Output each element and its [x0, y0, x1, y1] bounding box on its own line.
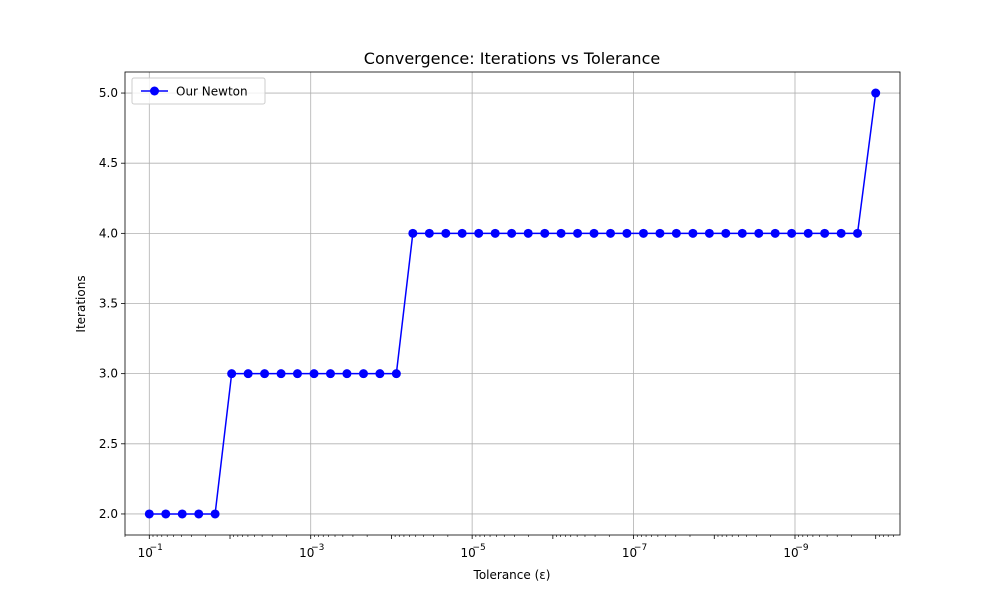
- data-point: [358, 369, 368, 379]
- data-point: [194, 509, 204, 519]
- labels: Convergence: Iterations vs Tolerance Tol…: [74, 49, 660, 582]
- x-tick-label: 10: [461, 546, 476, 560]
- data-point: [424, 228, 434, 238]
- data-point: [688, 228, 698, 238]
- data-point: [820, 228, 830, 238]
- data-point: [622, 228, 632, 238]
- x-tick-label: 10: [138, 546, 153, 560]
- data-point: [375, 369, 385, 379]
- y-tick-label: 2.5: [99, 437, 118, 451]
- legend: Our Newton: [131, 77, 266, 105]
- data-point: [638, 228, 648, 238]
- data-point: [144, 509, 154, 519]
- axes: 2.02.53.03.54.04.55.010−1 10−3 10−5 10−7 10−…: [99, 71, 901, 560]
- y-tick-label: 2.0: [99, 507, 118, 521]
- data-point: [871, 88, 881, 98]
- legend-marker: [150, 86, 159, 96]
- data-point: [457, 228, 467, 238]
- y-tick-label: 5.0: [99, 86, 118, 100]
- data-point: [803, 228, 813, 238]
- data-point: [770, 228, 780, 238]
- data-point: [408, 228, 418, 238]
- x-tick-exponent: −3: [311, 543, 324, 553]
- series-layer: [144, 88, 881, 519]
- data-point: [325, 369, 335, 379]
- data-point: [227, 369, 237, 379]
- legend-entry-label: Our Newton: [176, 85, 248, 99]
- data-point: [556, 228, 566, 238]
- data-point: [655, 228, 665, 238]
- data-point: [276, 369, 286, 379]
- data-point: [161, 509, 171, 519]
- data-point: [391, 369, 401, 379]
- data-point: [573, 228, 583, 238]
- data-point: [490, 228, 500, 238]
- y-tick-label: 3.0: [99, 367, 118, 381]
- x-tick-exponent: −9: [795, 543, 809, 553]
- data-point: [606, 228, 616, 238]
- data-point: [787, 228, 797, 238]
- y-tick-label: 3.5: [99, 297, 118, 311]
- x-axis-label: Tolerance (ε): [473, 568, 551, 582]
- data-point: [853, 228, 863, 238]
- data-point: [441, 228, 451, 238]
- data-point: [589, 228, 599, 238]
- data-point: [177, 509, 187, 519]
- x-tick-exponent: −5: [473, 543, 486, 553]
- y-tick-label: 4.0: [99, 226, 118, 240]
- data-point: [260, 369, 270, 379]
- data-point: [704, 228, 714, 238]
- data-point: [507, 228, 517, 238]
- x-tick-label: 10: [299, 546, 314, 560]
- y-axis-label: Iterations: [74, 275, 88, 332]
- data-point: [342, 369, 352, 379]
- legend-box: [131, 77, 266, 105]
- data-point: [540, 228, 550, 238]
- x-tick-exponent: −1: [150, 543, 163, 553]
- data-point: [671, 228, 681, 238]
- data-point: [210, 509, 220, 519]
- data-point: [836, 228, 846, 238]
- data-point: [243, 369, 253, 379]
- chart-title: Convergence: Iterations vs Tolerance: [364, 49, 660, 68]
- data-point: [474, 228, 484, 238]
- data-point: [292, 369, 302, 379]
- x-tick-label: 10: [622, 546, 637, 560]
- data-point: [309, 369, 319, 379]
- plot-frame: [124, 71, 901, 536]
- data-point: [721, 228, 731, 238]
- y-tick-label: 4.5: [99, 156, 118, 170]
- data-point: [754, 228, 764, 238]
- x-tick-exponent: −7: [634, 543, 647, 553]
- x-tick-label: 10: [783, 546, 798, 560]
- data-point: [523, 228, 533, 238]
- data-point: [737, 228, 747, 238]
